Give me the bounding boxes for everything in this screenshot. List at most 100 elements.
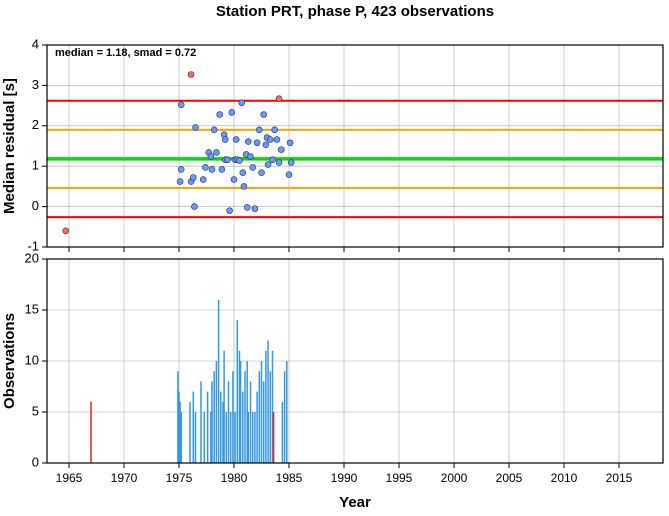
data-point xyxy=(221,136,229,143)
bar xyxy=(238,350,241,463)
data-point xyxy=(277,146,285,153)
y-axis-label: Median residual [s] xyxy=(1,78,18,214)
bar xyxy=(203,412,206,463)
bar xyxy=(260,361,263,463)
y-tick-label: 4 xyxy=(32,36,39,51)
data-point xyxy=(251,205,259,212)
bar xyxy=(179,401,181,463)
data-point xyxy=(245,138,252,145)
bar xyxy=(225,412,228,463)
x-tick-label: 1990 xyxy=(331,471,358,485)
data-point xyxy=(62,227,69,235)
data-point xyxy=(213,149,220,156)
bar xyxy=(220,391,222,463)
data-point xyxy=(273,136,281,143)
y-tick-label: 5 xyxy=(32,403,39,418)
data-point xyxy=(218,166,226,173)
bar xyxy=(242,391,244,463)
data-point xyxy=(285,171,293,178)
data-point xyxy=(253,139,261,147)
data-point xyxy=(192,124,199,131)
plot-frame xyxy=(46,258,664,464)
data-point xyxy=(260,111,268,118)
data-point xyxy=(240,183,248,190)
bar xyxy=(246,361,248,463)
x-tick-label: 1970 xyxy=(111,471,138,485)
bar xyxy=(283,371,286,463)
data-point xyxy=(286,139,294,147)
data-point xyxy=(236,157,243,164)
x-tick-label: 2000 xyxy=(441,471,468,485)
data-point xyxy=(255,126,263,134)
data-point xyxy=(275,95,283,103)
bar xyxy=(236,320,239,463)
bar xyxy=(210,412,212,463)
x-tick-label: 2015 xyxy=(606,471,633,485)
data-point xyxy=(191,203,198,210)
y-tick-label: 15 xyxy=(25,301,39,316)
bar xyxy=(281,401,284,463)
data-point xyxy=(216,111,223,118)
bar xyxy=(234,412,236,463)
chart-title: Station PRT, phase P, 423 observations xyxy=(216,3,494,20)
bar xyxy=(217,299,220,463)
bar xyxy=(229,412,232,463)
data-point xyxy=(210,126,218,134)
data-point xyxy=(226,207,233,214)
bar xyxy=(262,381,265,463)
data-point xyxy=(224,156,231,164)
bar xyxy=(206,391,209,463)
annotation: median = 1.18, smad = 0.72 xyxy=(55,47,196,59)
bar xyxy=(265,350,267,463)
bar xyxy=(232,371,234,463)
bar xyxy=(239,361,242,463)
y-tick-label: 10 xyxy=(25,352,39,367)
bar xyxy=(227,381,230,463)
data-point xyxy=(258,169,265,176)
data-point xyxy=(202,164,209,171)
y-axis-label: Observations xyxy=(1,313,18,409)
bar xyxy=(271,350,274,463)
x-tick-label: 1985 xyxy=(276,471,303,485)
data-point xyxy=(177,166,185,173)
data-point xyxy=(269,156,276,164)
data-point xyxy=(243,204,251,211)
data-point xyxy=(207,153,215,160)
bar xyxy=(249,381,252,463)
bar xyxy=(222,401,224,463)
bar xyxy=(267,340,269,463)
bar xyxy=(180,412,182,463)
bar xyxy=(256,391,258,463)
data-point xyxy=(287,159,295,166)
data-point xyxy=(176,178,184,185)
x-tick-label: 2005 xyxy=(496,471,523,485)
data-point xyxy=(262,141,270,149)
bar xyxy=(213,371,215,463)
data-point xyxy=(208,166,216,173)
bar xyxy=(178,391,180,463)
bar xyxy=(215,361,218,463)
x-tick-label: 1980 xyxy=(221,471,248,485)
bar xyxy=(258,371,261,463)
data-point xyxy=(264,161,272,168)
data-point xyxy=(266,136,274,143)
bar xyxy=(251,412,254,463)
x-tick-label: 1965 xyxy=(56,471,83,485)
data-point xyxy=(230,176,238,183)
bar xyxy=(90,401,92,463)
data-point xyxy=(190,174,197,181)
data-point xyxy=(199,176,207,183)
y-tick-label: 0 xyxy=(32,454,39,469)
bar xyxy=(247,412,250,463)
y-tick-label: 20 xyxy=(25,250,39,265)
bar xyxy=(189,401,191,463)
x-axis-label: Year xyxy=(339,494,371,511)
y-tick-label: 1 xyxy=(32,158,39,173)
bar xyxy=(200,381,202,463)
data-point xyxy=(249,164,256,171)
bar xyxy=(177,371,179,463)
x-tick-label: 1995 xyxy=(386,471,413,485)
bar xyxy=(244,371,246,463)
data-point xyxy=(275,159,283,166)
